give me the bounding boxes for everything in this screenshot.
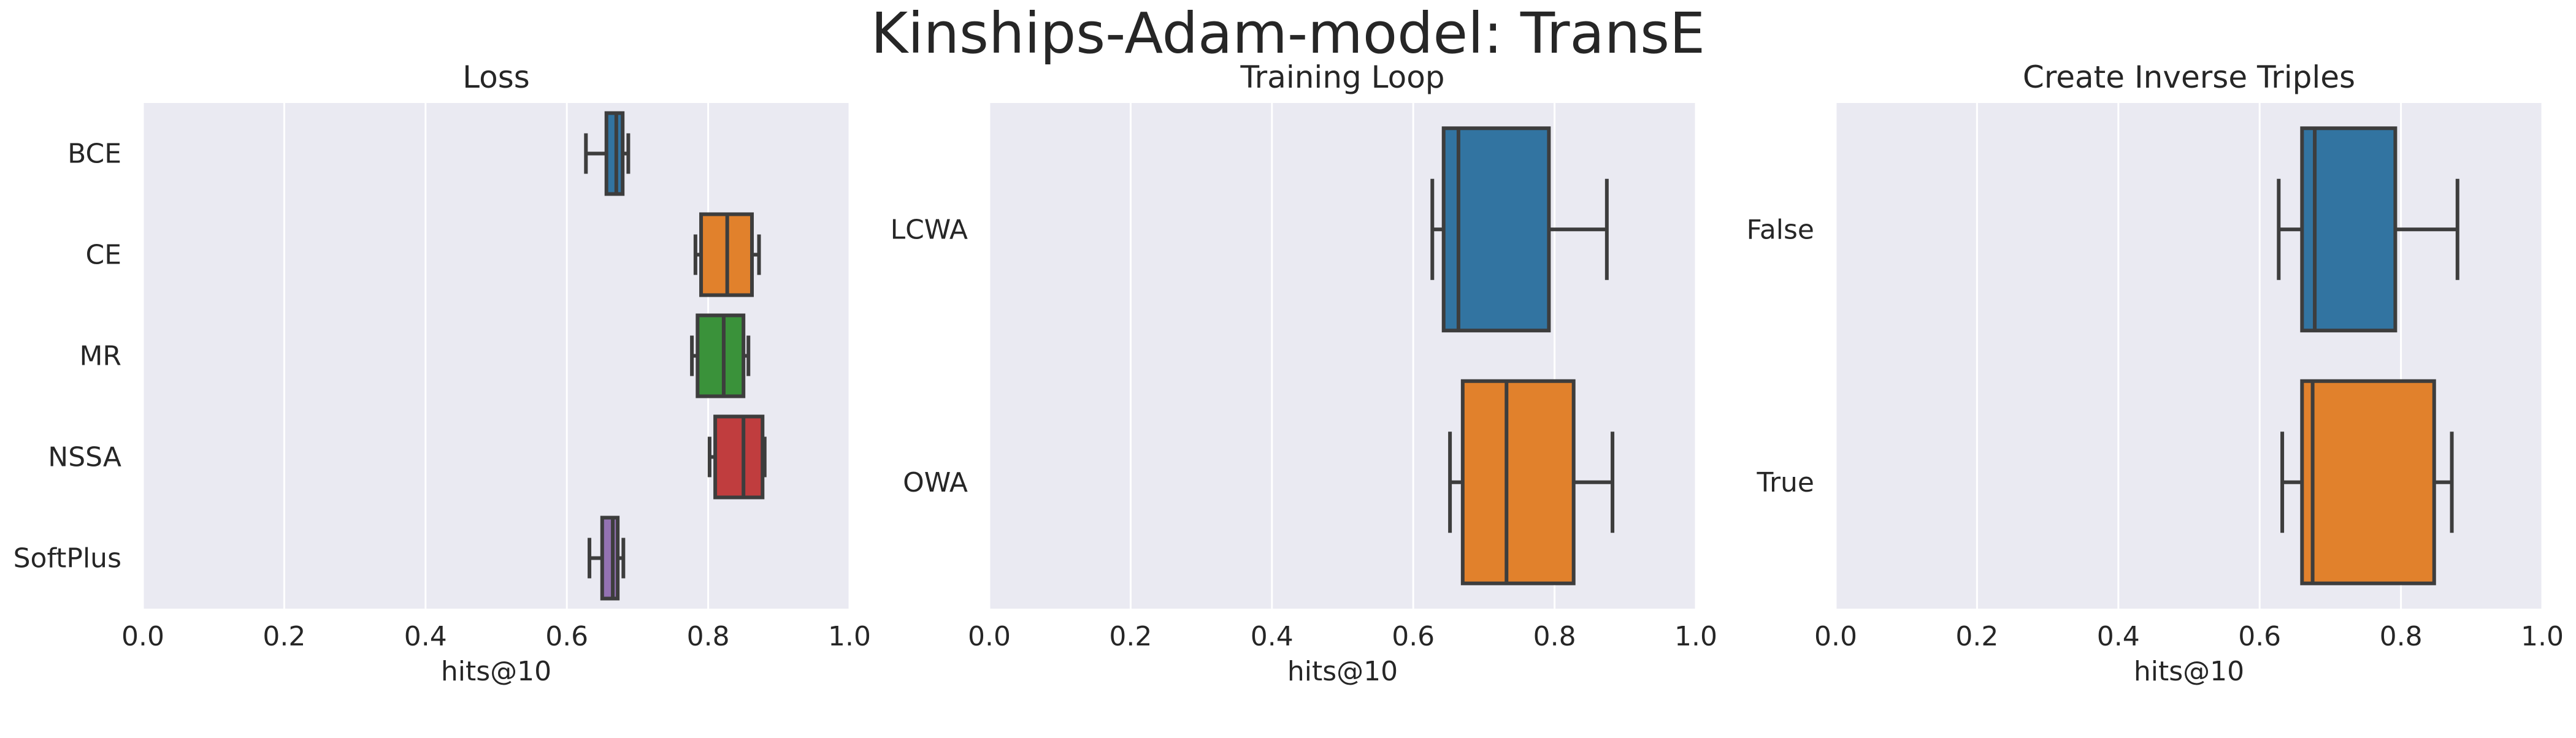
y-tick-label: MR (79, 341, 121, 372)
x-tick-label: 1.0 (828, 621, 871, 652)
box-ce (693, 212, 761, 297)
x-tick-label: 1.0 (2521, 621, 2564, 652)
box-softplus (588, 515, 626, 601)
panel-0: Loss 0.0 0.2 0.4 0.6 0.8 1.0 hits@10 BCE CE MR NSSA… (13, 59, 871, 687)
box-true (2280, 379, 2454, 585)
iqr-box (2300, 379, 2436, 585)
x-tick-label: 0.0 (968, 621, 1011, 652)
x-tick-label: 0.0 (121, 621, 164, 652)
x-tick-label: 0.2 (1955, 621, 1998, 652)
y-tick-label: BCE (67, 139, 121, 170)
y-tick-label: False (1747, 214, 1814, 245)
box-false (2277, 126, 2459, 333)
x-tick-label: 0.6 (1392, 621, 1435, 652)
panel-title: Loss (462, 59, 530, 95)
iqr-box (1441, 126, 1551, 333)
iqr-box (600, 515, 620, 601)
x-tick-label: 0.2 (1109, 621, 1152, 652)
plot-area (989, 103, 1696, 609)
box-bce (584, 111, 631, 196)
plot-area (1836, 103, 2542, 609)
y-tick-label: NSSA (48, 442, 121, 473)
box-owa (1448, 379, 1615, 585)
box-lcwa (1430, 126, 1609, 333)
y-tick-label: LCWA (891, 214, 968, 245)
x-axis-label: hits@10 (1287, 656, 1398, 687)
x-tick-label: 0.6 (545, 621, 588, 652)
x-tick-label: 0.4 (404, 621, 447, 652)
x-tick-label: 0.4 (1251, 621, 1294, 652)
iqr-box (2300, 126, 2398, 333)
x-tick-label: 0.8 (2380, 621, 2423, 652)
y-tick-label: CE (85, 240, 121, 271)
y-tick-label: True (1757, 467, 1814, 498)
iqr-box (1460, 379, 1576, 585)
iqr-box (696, 313, 746, 398)
panel-1: Training Loop 0.0 0.2 0.4 0.6 0.8 1.0 hits@10 LC… (891, 59, 1717, 687)
box-nssa (707, 414, 767, 500)
iqr-box (713, 414, 765, 500)
panel-title: Training Loop (1240, 59, 1444, 95)
x-tick-label: 0.8 (687, 621, 730, 652)
figure-title: Kinships-Adam-model: TransE (871, 1, 1705, 66)
box-mr (690, 313, 751, 398)
x-tick-label: 0.4 (2097, 621, 2140, 652)
panel-title: Create Inverse Triples (2023, 59, 2355, 95)
x-tick-label: 0.2 (263, 621, 305, 652)
y-tick-label: OWA (903, 467, 968, 498)
x-tick-label: 0.8 (1533, 621, 1576, 652)
x-tick-label: 0.6 (2238, 621, 2281, 652)
panel-2: Create Inverse Triples 0.0 0.2 0.4 0.6 0.8 1.0… (1747, 59, 2564, 687)
y-tick-label: SoftPlus (13, 543, 121, 574)
x-tick-label: 1.0 (1674, 621, 1717, 652)
x-axis-label: hits@10 (2134, 656, 2244, 687)
x-tick-label: 0.0 (1814, 621, 1857, 652)
x-axis-label: hits@10 (441, 656, 551, 687)
